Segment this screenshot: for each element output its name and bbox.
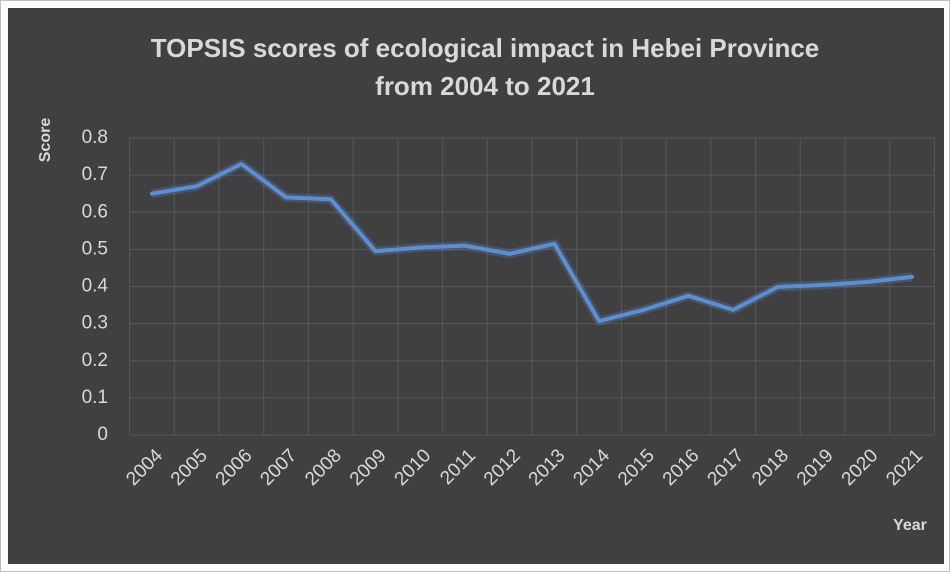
y-tick-label: 0.1 [82, 387, 108, 408]
y-tick-label: 0.8 [82, 127, 108, 148]
chart-title: from 2004 to 2021 [375, 71, 595, 101]
chart-title: TOPSIS scores of ecological impact in He… [151, 33, 820, 63]
y-tick-label: 0.4 [82, 276, 109, 297]
y-tick-label: 0.3 [82, 313, 108, 334]
y-tick-label: 0.2 [82, 350, 108, 371]
y-tick-label: 0.7 [82, 164, 108, 185]
y-axis-title: Score [37, 118, 54, 163]
y-tick-label: 0 [97, 424, 108, 445]
y-tick-label: 0.6 [82, 201, 108, 222]
y-tick-label: 0.5 [82, 238, 108, 259]
x-axis-title: Year [893, 517, 927, 534]
line [149, 161, 915, 324]
